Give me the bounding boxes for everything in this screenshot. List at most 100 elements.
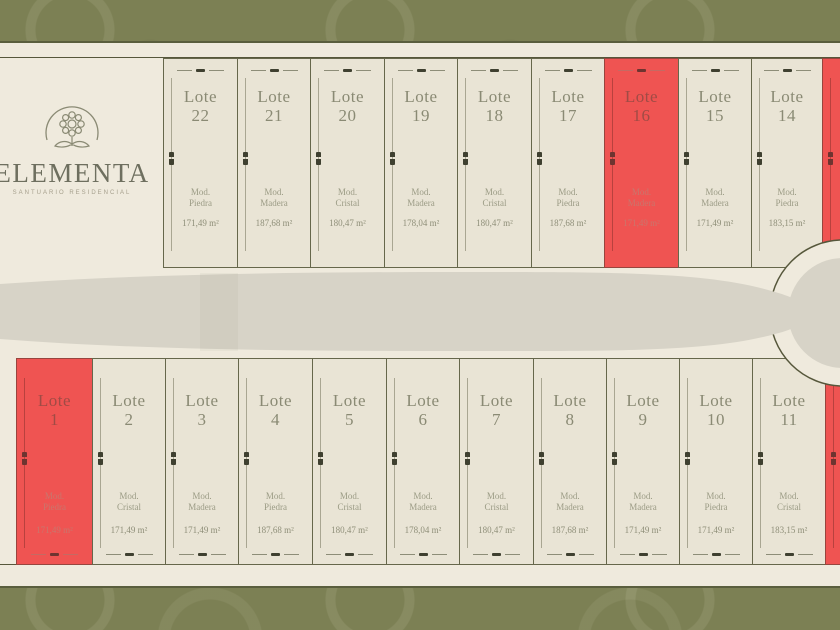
module-label: Mod. [777,187,797,197]
module-material: Cristal [482,198,507,208]
lot-19[interactable]: Lote 19 Mod. Madera 178,04 m² [384,58,458,268]
lot-number: 16 [632,106,651,125]
driveway-marker [385,69,457,72]
lot-11[interactable]: Lote 11 Mod. Cristal 183,15 m² [752,358,826,565]
lot-label: Lote [112,391,146,410]
module-material: Madera [701,198,729,208]
driveway-marker [239,553,312,556]
module-material: Cristal [337,502,362,512]
module-material: Madera [409,502,437,512]
brand-title: ELEMENTA [0,158,150,188]
gate-marker [244,452,249,465]
driveway-marker [387,553,459,556]
lot-area: 187,68 m² [551,525,589,535]
lot-number: 11 [780,410,798,429]
lot-5[interactable]: Lote 5 Mod. Cristal 180,47 m² [312,358,387,565]
gate-marker [22,452,27,465]
driveway-marker [607,553,679,556]
module-label: Mod. [337,187,358,197]
lot-18[interactable]: Lote 18 Mod. Cristal 180,47 m² [457,58,532,268]
lot-label: Lote [626,391,660,410]
module-label: Mod. [486,491,507,501]
gate-marker [243,152,248,165]
driveway-marker [532,69,604,72]
lot-number: 5 [345,410,354,429]
lot-number: 18 [485,106,504,125]
lot-label: Lote [258,391,293,410]
module-material: Piedra [775,198,799,208]
module-label: Mod. [339,491,360,501]
module-label: Mod. [119,491,139,501]
lot-number: 9 [638,410,648,429]
gate-marker [831,452,836,465]
module-material: Piedra [556,198,580,208]
lot-area: 183,15 m² [768,218,806,228]
lot-4[interactable]: Lote 4 Mod. Piedra 187,68 m² [238,358,313,565]
module-label: Mod. [631,187,652,197]
lot-number: 7 [492,410,501,429]
lot-label: Lote [330,87,365,106]
lot-21[interactable]: Lote 21 Mod. Madera 187,68 m² [237,58,311,268]
gate-marker [318,452,323,465]
lot-area: 171,49 m² [183,525,221,535]
gate-marker [171,452,176,465]
lot-label: Lote [406,391,440,410]
module-material: Madera [627,198,656,208]
lot-label: Lote [477,87,512,106]
lot-7[interactable]: Lote 7 Mod. Cristal 180,47 m² [459,358,534,565]
module-label: Mod. [411,187,431,197]
driveway-marker [534,553,606,556]
lot-number: 14 [778,106,796,125]
lot-8[interactable]: Lote 8 Mod. Madera 187,68 m² [533,358,607,565]
lot-cutoff-top-right[interactable] [822,58,840,268]
module-material: Piedra [264,502,287,512]
module-label: Mod. [560,491,580,501]
module-material: Piedra [43,502,66,512]
gate-marker [757,152,762,165]
gate-marker [684,152,689,165]
lot-6[interactable]: Lote 6 Mod. Madera 178,04 m² [386,358,460,565]
lot-label: Lote [770,87,804,106]
module-label: Mod. [265,491,286,501]
lot-label: Lote [183,87,218,106]
lot-label: Lote [553,391,587,410]
lot-3[interactable]: Lote 3 Mod. Madera 171,49 m² [165,358,239,565]
brand-tagline: SANTUARIO RESIDENCIAL [12,190,132,196]
lot-number: 22 [191,106,210,125]
lot-2[interactable]: Lote 2 Mod. Cristal 171,49 m² [92,358,166,565]
lot-16[interactable]: Lote 16 Mod. Madera 171,49 m² [604,58,679,268]
lot-area: 171,49 m² [36,525,73,535]
gate-marker [392,452,397,465]
driveway-marker [753,553,825,556]
driveway-marker [752,69,822,72]
lot-number: 20 [338,106,357,125]
lot-cutoff-bottom-right[interactable] [825,358,840,565]
lot-14[interactable]: Lote 14 Mod. Piedra 183,15 m² [751,58,823,268]
module-label: Mod. [192,491,212,501]
lot-area: 171,49 m² [624,525,662,535]
lot-area: 180,47 m² [329,218,366,228]
lot-1[interactable]: Lote 1 Mod. Piedra 171,49 m² [16,358,93,565]
lot-22[interactable]: Lote 22 Mod. Piedra 171,49 m² [163,58,238,268]
lot-9[interactable]: Lote 9 Mod. Madera 171,49 m² [606,358,680,565]
lot-number: 17 [559,106,577,125]
gate-marker [612,452,617,465]
lot-15[interactable]: Lote 15 Mod. Madera 171,49 m² [678,58,752,268]
lot-label: Lote [698,87,732,106]
lot-10[interactable]: Lote 10 Mod. Piedra 171,49 m² [679,358,753,565]
lot-number: 3 [197,410,207,429]
driveway-marker [680,553,752,556]
lot-area: 180,47 m² [331,525,368,535]
lot-area: 187,68 m² [255,218,293,228]
module-label: Mod. [633,491,653,501]
lot-20[interactable]: Lote 20 Mod. Cristal 180,47 m² [310,58,385,268]
module-material: Madera [407,198,435,208]
driveway-marker [679,69,751,72]
gate-marker [463,152,468,165]
lot-17[interactable]: Lote 17 Mod. Piedra 187,68 m² [531,58,605,268]
driveway-marker [17,553,92,556]
lot-area: 183,15 m² [770,525,808,535]
lot-label: Lote [624,87,659,106]
module-label: Mod. [190,187,211,197]
lot-number: 1 [50,410,59,429]
